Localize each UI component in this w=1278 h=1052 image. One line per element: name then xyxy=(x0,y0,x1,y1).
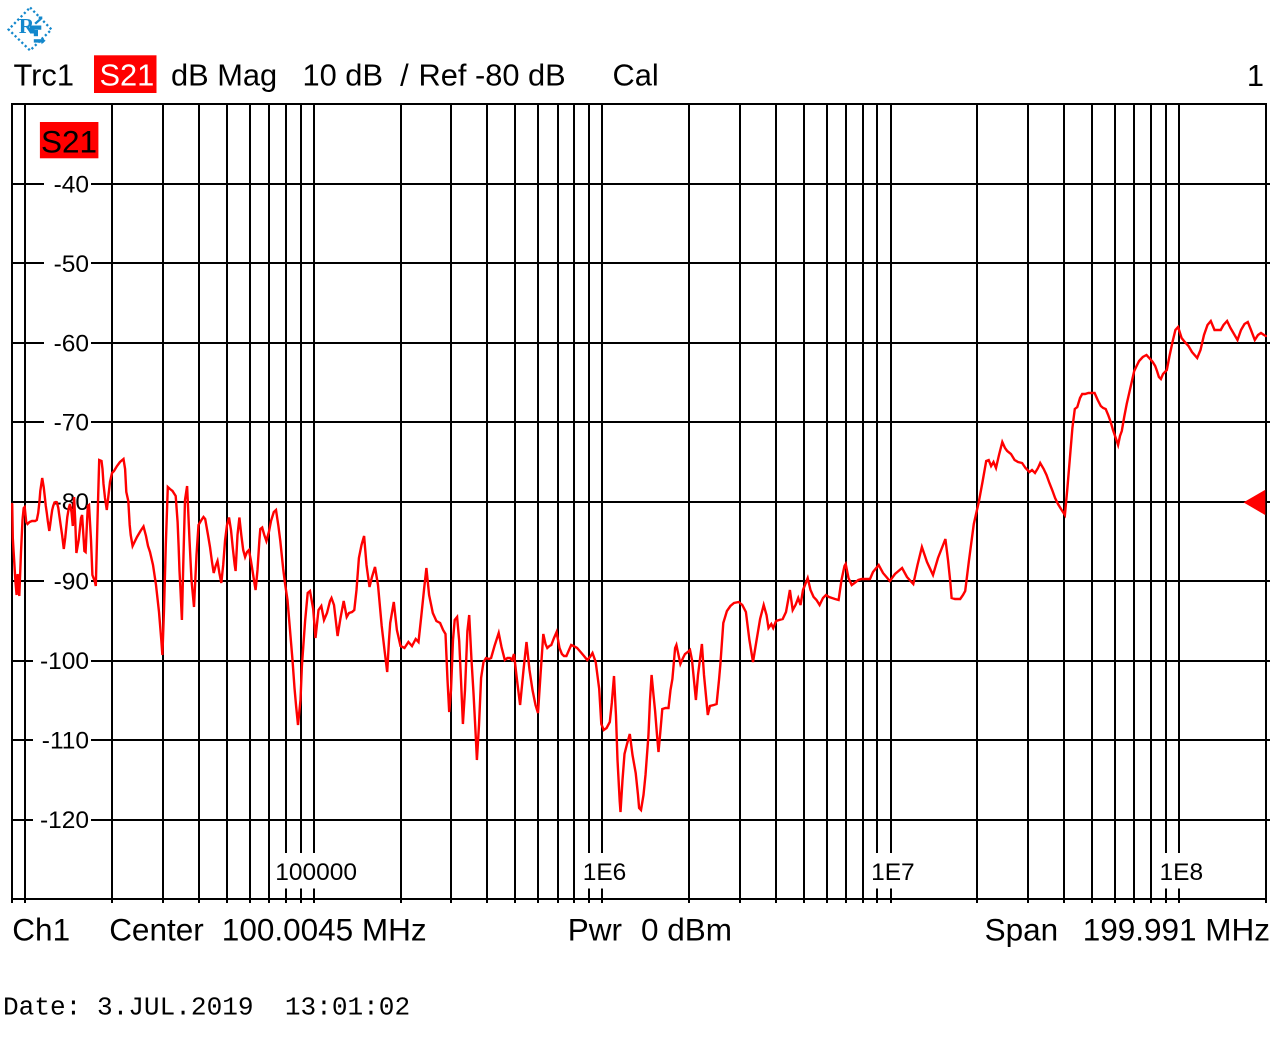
svg-text:Ch1: Ch1 xyxy=(12,911,70,947)
svg-text:S21: S21 xyxy=(100,58,155,93)
svg-text:S21: S21 xyxy=(41,123,97,159)
svg-text:Span: Span xyxy=(985,911,1059,947)
svg-text:-70: -70 xyxy=(54,410,89,437)
svg-text:-90: -90 xyxy=(54,569,89,596)
svg-text:100.0045 MHz: 100.0045 MHz xyxy=(222,911,427,947)
svg-text:0 dBm: 0 dBm xyxy=(641,911,732,947)
svg-text:100000: 100000 xyxy=(275,859,357,886)
svg-text:199.991 MHz: 199.991 MHz xyxy=(1083,911,1270,947)
svg-text:Date: 3.JUL.2019 13:01:02: Date: 3.JUL.2019 13:01:02 xyxy=(3,993,410,1023)
svg-text:10 dB /: 10 dB / xyxy=(303,58,410,93)
svg-text:dB Mag: dB Mag xyxy=(171,58,277,93)
svg-text:Pwr: Pwr xyxy=(568,911,622,947)
svg-text:1: 1 xyxy=(1247,58,1264,93)
svg-text:-50: -50 xyxy=(54,251,89,278)
svg-text:Cal: Cal xyxy=(613,58,659,93)
svg-text:Center: Center xyxy=(109,911,204,947)
svg-text:1E8: 1E8 xyxy=(1160,859,1204,886)
svg-text:1E7: 1E7 xyxy=(871,859,915,886)
svg-text:-40: -40 xyxy=(54,171,89,198)
svg-text:-120: -120 xyxy=(40,807,89,834)
svg-text:-110: -110 xyxy=(42,728,89,755)
svg-text:-60: -60 xyxy=(54,330,89,357)
svg-text:Ref -80 dB: Ref -80 dB xyxy=(419,58,566,93)
svg-text:-100: -100 xyxy=(40,648,89,675)
svg-text:Trc1: Trc1 xyxy=(14,58,74,93)
svg-text:1E6: 1E6 xyxy=(583,859,627,886)
